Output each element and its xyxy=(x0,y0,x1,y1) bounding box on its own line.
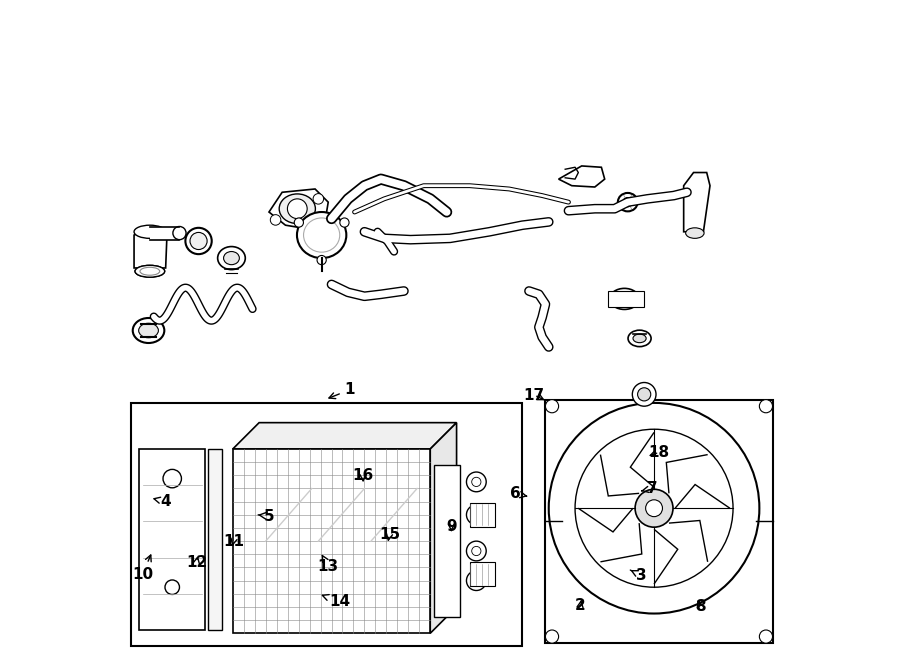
Ellipse shape xyxy=(623,198,633,207)
Circle shape xyxy=(466,541,486,561)
Circle shape xyxy=(270,215,281,225)
Bar xyxy=(130,403,522,646)
Text: 17: 17 xyxy=(524,387,544,403)
Circle shape xyxy=(466,505,486,525)
Bar xyxy=(150,227,179,240)
Circle shape xyxy=(637,388,651,401)
Bar xyxy=(470,563,495,586)
Ellipse shape xyxy=(633,334,646,342)
Circle shape xyxy=(317,255,327,264)
Circle shape xyxy=(575,429,733,587)
Text: 5: 5 xyxy=(258,508,274,524)
Ellipse shape xyxy=(190,233,207,250)
Circle shape xyxy=(545,630,559,643)
Text: 12: 12 xyxy=(186,555,207,570)
Text: 6: 6 xyxy=(510,486,526,501)
Ellipse shape xyxy=(140,267,159,275)
Text: 9: 9 xyxy=(446,519,456,534)
Polygon shape xyxy=(559,166,605,187)
Circle shape xyxy=(294,218,303,227)
Circle shape xyxy=(472,477,481,486)
Text: 14: 14 xyxy=(322,594,350,609)
Circle shape xyxy=(760,630,772,643)
Polygon shape xyxy=(134,229,167,268)
Ellipse shape xyxy=(132,318,165,343)
Circle shape xyxy=(545,400,559,412)
Circle shape xyxy=(760,400,772,412)
Bar xyxy=(208,449,222,630)
Text: 10: 10 xyxy=(132,555,153,582)
Ellipse shape xyxy=(279,194,315,223)
Circle shape xyxy=(165,580,179,594)
Ellipse shape xyxy=(218,247,246,270)
Text: 2: 2 xyxy=(575,598,586,613)
Ellipse shape xyxy=(185,228,211,254)
Circle shape xyxy=(466,570,486,590)
Polygon shape xyxy=(430,422,456,633)
Circle shape xyxy=(313,194,324,204)
Ellipse shape xyxy=(686,228,704,239)
Text: 13: 13 xyxy=(318,555,338,574)
Ellipse shape xyxy=(297,212,346,258)
Circle shape xyxy=(549,403,760,613)
Polygon shape xyxy=(233,422,456,449)
Text: 1: 1 xyxy=(329,382,356,399)
Text: 4: 4 xyxy=(154,494,171,509)
Ellipse shape xyxy=(223,252,239,264)
Text: 3: 3 xyxy=(630,568,646,583)
Bar xyxy=(545,400,772,643)
Bar xyxy=(608,291,644,307)
Ellipse shape xyxy=(139,323,158,338)
Ellipse shape xyxy=(287,199,307,219)
Text: 16: 16 xyxy=(353,468,374,483)
Bar xyxy=(470,503,495,527)
Text: 7: 7 xyxy=(642,481,658,496)
Ellipse shape xyxy=(303,218,339,253)
Text: 11: 11 xyxy=(223,533,244,549)
Bar xyxy=(233,449,430,633)
Polygon shape xyxy=(269,189,328,229)
Circle shape xyxy=(163,469,182,488)
Circle shape xyxy=(472,576,481,585)
Ellipse shape xyxy=(616,293,633,305)
Text: 18: 18 xyxy=(649,445,670,460)
Bar xyxy=(434,465,460,617)
Ellipse shape xyxy=(628,330,651,346)
Circle shape xyxy=(635,489,673,527)
Polygon shape xyxy=(684,173,710,232)
Ellipse shape xyxy=(134,225,166,239)
Circle shape xyxy=(645,500,662,517)
Ellipse shape xyxy=(173,227,186,240)
Circle shape xyxy=(472,510,481,520)
Circle shape xyxy=(472,547,481,556)
Text: 15: 15 xyxy=(379,527,400,542)
Ellipse shape xyxy=(135,265,165,277)
Circle shape xyxy=(633,383,656,407)
Bar xyxy=(140,449,205,630)
Circle shape xyxy=(466,472,486,492)
Circle shape xyxy=(340,218,349,227)
Text: 8: 8 xyxy=(695,600,706,615)
Ellipse shape xyxy=(617,193,637,212)
Ellipse shape xyxy=(609,288,639,309)
